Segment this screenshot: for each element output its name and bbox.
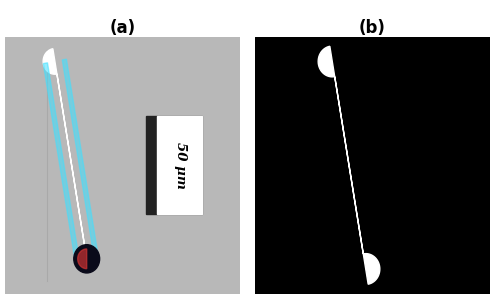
Bar	[146, 116, 203, 214]
Title: (a): (a)	[110, 19, 136, 36]
Polygon shape	[44, 63, 80, 261]
Polygon shape	[43, 49, 98, 271]
Polygon shape	[318, 46, 380, 284]
Polygon shape	[78, 249, 86, 269]
Text: 50 μm: 50 μm	[174, 142, 187, 189]
Bar	[156, 116, 202, 214]
Circle shape	[74, 245, 100, 273]
Polygon shape	[62, 59, 98, 257]
Title: (b): (b)	[359, 19, 386, 36]
